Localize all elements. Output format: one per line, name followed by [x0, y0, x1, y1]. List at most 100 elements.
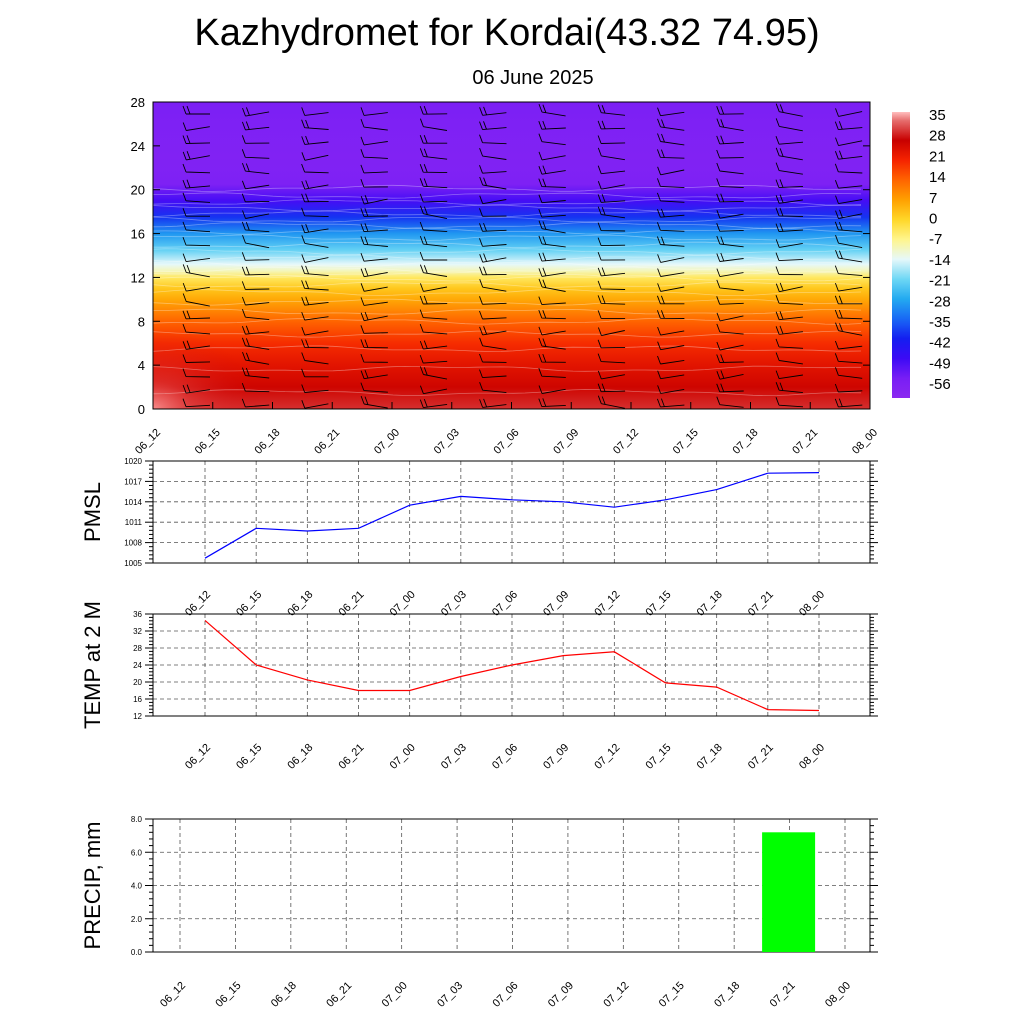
wind-barb: [538, 337, 566, 350]
wind-barb: [716, 223, 744, 232]
x-tick-label: 07_15: [657, 980, 687, 1010]
wind-barb: [656, 222, 685, 232]
wind-barb: [241, 252, 270, 261]
wind-barb: [360, 353, 388, 363]
x-tick-label: 06_12: [183, 742, 213, 772]
wind-barb: [301, 107, 329, 116]
colorbar-label: 21: [929, 148, 946, 165]
wind-barb: [182, 340, 210, 350]
y-tick-label: 16: [131, 227, 145, 242]
x-tick-label: 08_00: [850, 427, 880, 457]
x-tick-label: 07_15: [644, 742, 674, 772]
x-tick-label: 07_00: [372, 427, 402, 457]
wind-barb: [479, 310, 507, 320]
colorbar-label: -21: [929, 273, 951, 290]
y-tick-label: 24: [131, 139, 145, 154]
wind-barb: [775, 194, 803, 204]
x-tick-label: 07_03: [432, 427, 462, 457]
wind-barb: [597, 237, 626, 247]
x-tick-label: 06_18: [253, 427, 283, 457]
wind-barb: [301, 223, 329, 234]
wind-barb: [716, 252, 744, 262]
wind-barb: [775, 295, 804, 305]
wind-barb: [360, 149, 388, 159]
wind-barb: [834, 180, 863, 189]
wind-barb: [834, 367, 863, 379]
wind-barb: [479, 253, 507, 263]
y-tick-label: 2.0: [131, 915, 143, 924]
y-tick-label: 8.0: [131, 815, 143, 824]
wind-barb: [775, 118, 803, 132]
colorbar-label: -56: [929, 376, 951, 393]
y-tick-label: 32: [133, 627, 142, 636]
wind-barb: [419, 164, 448, 174]
wind-barb: [597, 295, 626, 305]
wind-barb: [182, 323, 211, 335]
wind-barb: [419, 309, 448, 320]
wind-barb: [597, 353, 626, 364]
x-tick-label: 07_21: [790, 427, 820, 457]
wind-barb: [775, 179, 804, 189]
wind-barb: [775, 147, 803, 161]
wind-barb: [716, 149, 744, 159]
y-tick-label: 0: [138, 402, 145, 417]
wind-barb: [182, 179, 211, 189]
y-tick-label: 28: [131, 95, 145, 110]
wind-barb: [419, 148, 448, 160]
wind-barb: [597, 206, 626, 219]
y-tick-label: 20: [133, 678, 142, 687]
wind-barb: [182, 354, 211, 363]
wind-barb: [419, 366, 448, 380]
y-tick-label: 36: [133, 610, 142, 619]
colorbar: 35 28 21 14 7 0 -7 -14 -21 -28 -35 -42 -49 -56: [892, 107, 951, 398]
wind-barb: [360, 107, 388, 116]
wind-barb: [241, 135, 270, 144]
y-tick-label: 1014: [124, 498, 142, 507]
x-tick-label: 07_18: [695, 742, 725, 772]
wind-barb: [538, 353, 566, 363]
wind-barbs: [182, 103, 863, 409]
wind-barb: [656, 208, 685, 218]
wind-barb: [834, 383, 863, 393]
wind-barb: [182, 135, 211, 144]
wind-barb: [419, 193, 448, 203]
wind-barb: [301, 235, 329, 248]
colorbar-label: -7: [929, 231, 942, 248]
wind-barb: [775, 239, 803, 248]
x-tick-label: 07_00: [388, 742, 418, 772]
wind-barb: [241, 180, 270, 190]
isotherm-line: [153, 389, 862, 397]
x-tick-label: 07_12: [592, 742, 622, 772]
wind-barb: [301, 384, 329, 393]
wind-barb: [716, 396, 744, 408]
wind-barb: [538, 178, 566, 188]
wind-barb: [775, 136, 804, 145]
colorbar-label: 0: [929, 211, 937, 228]
wind-barb: [241, 193, 270, 203]
y-axis-title: PRECIP, mm: [80, 822, 105, 950]
y-tick-label: 12: [133, 712, 142, 721]
precip-panel: 0.0 2.0 4.0 6.0 8.0 06_12 06_15 06_18 06_21 07_00…: [80, 815, 878, 1010]
colorbar-label: 7: [929, 190, 937, 207]
wind-barb: [419, 323, 448, 335]
wind-barb: [538, 326, 566, 336]
wind-barb: [241, 325, 270, 335]
wind-barb: [182, 368, 211, 378]
wind-barb: [834, 150, 863, 160]
colorbar-label: -28: [929, 293, 951, 310]
wind-barb: [301, 326, 329, 336]
wind-barb: [360, 325, 388, 334]
y-tick-label: 6.0: [131, 848, 143, 857]
wind-barb: [479, 369, 507, 379]
wind-barb: [656, 192, 685, 203]
isotherm-line: [153, 192, 862, 199]
wind-barb: [657, 107, 685, 117]
wind-barb: [242, 351, 270, 365]
wind-barb: [775, 325, 803, 335]
wind-barb: [301, 207, 329, 218]
x-tick-label: 07_18: [731, 427, 761, 457]
wind-barb: [479, 337, 507, 350]
precip-bar: [762, 832, 816, 952]
wind-barb: [835, 195, 863, 205]
